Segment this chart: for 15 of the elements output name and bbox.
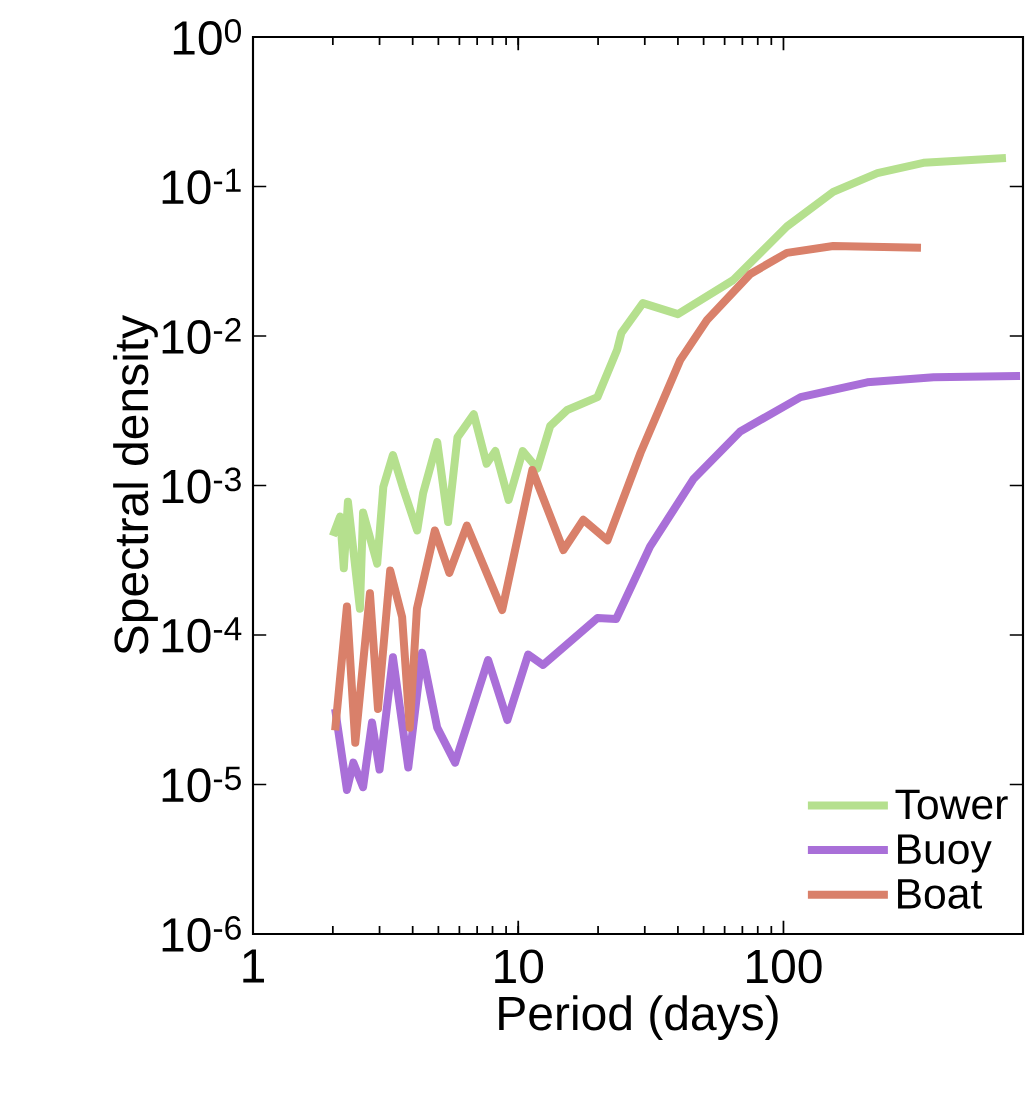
y-tick-label: 10$^{-1}$ (162, 168, 241, 205)
legend-label: Buoy (898, 834, 992, 873)
x-tick-label: 1 (243, 949, 264, 983)
x-tick-label: 100 (747, 949, 822, 984)
legend-label: Tower (895, 789, 1008, 820)
y-tick-label: 10$^{-3}$ (162, 467, 241, 504)
y-axis-title: Spectral density (113, 314, 158, 655)
y-tick-label: 10$^{0}$ (173, 19, 241, 55)
y-tick-label: 10$^{-2}$ (162, 318, 241, 354)
x-axis-title: Period (days) (499, 995, 778, 1040)
x-tick-label: 10 (495, 949, 544, 984)
y-tick-label: 10$^{-4}$ (162, 617, 242, 653)
legend-label: Boat (898, 879, 982, 909)
y-tick-label: 10$^{-5}$ (162, 766, 241, 803)
y-tick-label: 10$^{-6}$ (162, 916, 241, 952)
